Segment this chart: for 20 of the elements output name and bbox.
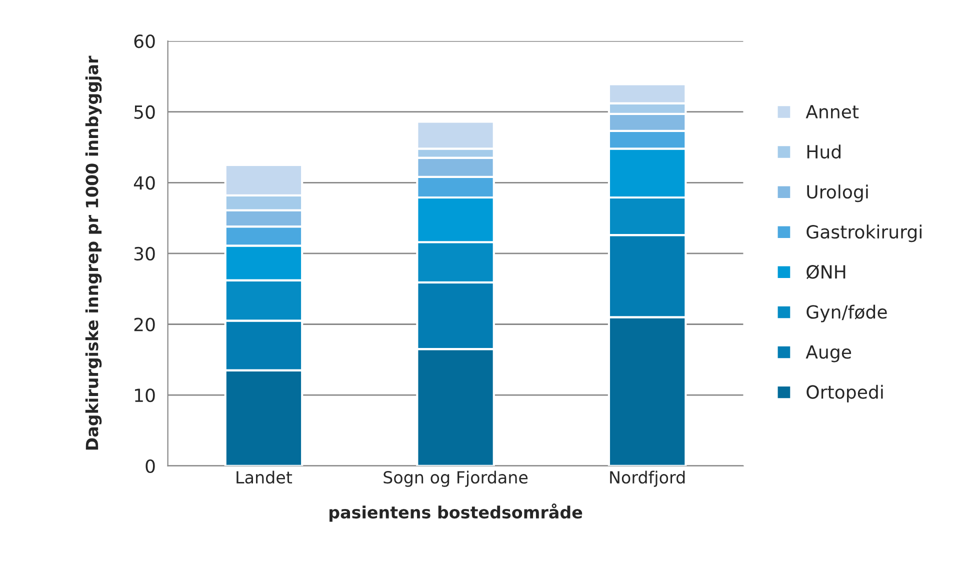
- legend-label: Gastrokirurgi: [806, 224, 922, 242]
- legend-label: Hud: [807, 144, 840, 159]
- y-tick-label: 20: [134, 318, 155, 332]
- x-tick-label: Nordfjord: [610, 470, 685, 487]
- x-tick-label: Sogn og Fjordane: [384, 470, 528, 487]
- y-axis-title: Dagkirurgiske inngrep pr 1000 innbyggjar: [85, 56, 102, 450]
- x-axis-title: pasientens bostedsområde: [330, 504, 582, 522]
- y-tick-label: 40: [134, 176, 155, 190]
- y-tick-label: 30: [134, 246, 155, 261]
- y-tick-label: 0: [146, 459, 155, 473]
- legend-label: Gyn/føde: [806, 304, 887, 322]
- y-tick-label: 60: [134, 34, 155, 48]
- y-tick-label: 50: [134, 105, 155, 119]
- legend-label: Urologi: [807, 184, 868, 202]
- legend-label: Auge: [806, 345, 852, 362]
- legend-label: Annet: [806, 105, 859, 119]
- legend-label: Ortopedi: [806, 384, 883, 402]
- x-tick-label: Landet: [236, 470, 292, 484]
- y-tick-label: 10: [135, 388, 155, 402]
- legend-label: ØNH: [806, 264, 846, 280]
